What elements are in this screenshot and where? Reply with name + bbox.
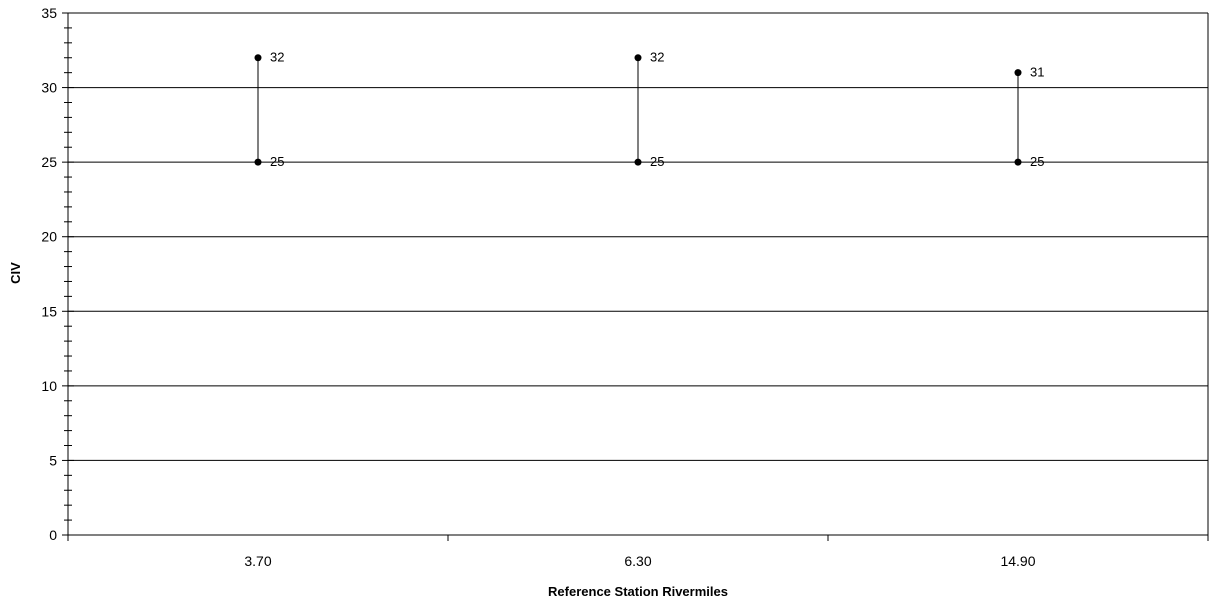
low-point bbox=[634, 158, 642, 166]
high-data-label: 32 bbox=[650, 50, 664, 65]
low-data-label: 25 bbox=[270, 154, 284, 169]
x-tick-label: 3.70 bbox=[244, 553, 271, 569]
x-tick-label: 6.30 bbox=[624, 553, 651, 569]
data-marks: 32 25 32 25 31 25 bbox=[254, 50, 1044, 169]
low-point bbox=[254, 158, 262, 166]
high-data-label: 32 bbox=[270, 50, 284, 65]
y-tick-label: 5 bbox=[49, 452, 57, 468]
y-tick-label: 10 bbox=[41, 378, 57, 394]
y-tick-label: 0 bbox=[49, 527, 57, 543]
y-tick-label: 15 bbox=[41, 303, 57, 319]
y-tick-label: 25 bbox=[41, 154, 57, 170]
ticks: 0 5 10 15 20 25 30 35 3.70 6.30 14.90 bbox=[41, 5, 1209, 569]
axes bbox=[67, 13, 1209, 536]
high-point bbox=[254, 54, 262, 62]
x-axis-title: Reference Station Rivermiles bbox=[548, 584, 728, 599]
y-tick-label: 30 bbox=[41, 80, 57, 96]
high-point bbox=[1014, 69, 1022, 77]
low-data-label: 25 bbox=[1030, 154, 1044, 169]
y-tick-label: 35 bbox=[41, 5, 57, 21]
high-point bbox=[634, 54, 642, 62]
y-axis-title: CIV bbox=[8, 262, 23, 284]
high-data-label: 31 bbox=[1030, 65, 1044, 80]
x-tick-label: 14.90 bbox=[1000, 553, 1035, 569]
low-point bbox=[1014, 158, 1022, 166]
low-data-label: 25 bbox=[650, 154, 664, 169]
y-tick-label: 20 bbox=[41, 229, 57, 245]
